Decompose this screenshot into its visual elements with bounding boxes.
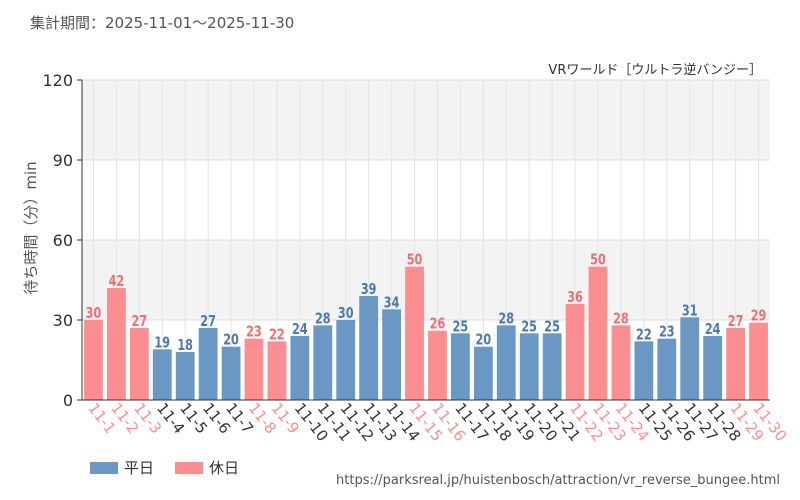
data-label: 36 — [567, 290, 583, 307]
data-label: 39 — [361, 282, 377, 299]
bar — [359, 296, 379, 400]
y-tick-label: 90 — [53, 151, 73, 170]
data-label: 23 — [659, 324, 675, 341]
legend-holiday: 休日 — [175, 457, 239, 478]
y-tick-label: 0 — [63, 391, 73, 410]
data-label: 28 — [315, 311, 331, 328]
data-label: 30 — [338, 306, 354, 323]
bar — [542, 333, 562, 400]
bar — [450, 333, 470, 400]
bar — [519, 333, 539, 400]
source-url: https://parksreal.jp/huistenbosch/attrac… — [336, 473, 780, 488]
data-label: 23 — [246, 324, 262, 341]
bar — [565, 304, 585, 400]
data-label: 42 — [109, 274, 125, 291]
data-label: 25 — [453, 319, 469, 336]
bar — [152, 349, 172, 400]
data-label: 29 — [751, 308, 767, 325]
bar — [749, 322, 768, 400]
bar — [198, 328, 218, 400]
data-label: 24 — [705, 322, 721, 339]
legend-weekday-swatch — [90, 461, 118, 474]
period-label: 集計期間：2025-11-01～2025-11-30 — [30, 14, 295, 32]
data-label: 19 — [154, 335, 170, 352]
bar-series — [84, 266, 768, 400]
bar — [611, 325, 631, 400]
plot-band — [82, 80, 770, 160]
data-label: 28 — [498, 311, 514, 328]
data-label: 26 — [430, 316, 446, 333]
bar — [428, 330, 447, 400]
data-label: 25 — [544, 319, 560, 336]
bar — [703, 336, 723, 400]
bar — [106, 288, 126, 400]
chart-title: VRワールド［ウルトラ逆バンジー］ — [548, 62, 762, 78]
data-label: 22 — [636, 327, 652, 344]
data-label: 27 — [200, 314, 216, 331]
data-label: 22 — [269, 327, 285, 344]
y-tick-label: 30 — [53, 311, 73, 330]
axes — [77, 79, 770, 401]
bar — [496, 325, 516, 400]
bar — [405, 266, 424, 400]
y-tick-label: 60 — [53, 231, 73, 250]
bar — [313, 325, 333, 400]
bar — [680, 317, 700, 400]
plot-band — [82, 240, 770, 320]
data-labels: 30 42 27 19 18 27 20 23 22 24 28 30 39 34 50 26 25 20 28 25… — [86, 252, 767, 354]
bar — [382, 309, 402, 400]
bar — [290, 336, 310, 400]
data-label: 24 — [292, 322, 308, 339]
bar — [634, 341, 654, 400]
bar — [175, 352, 195, 400]
legend-holiday-swatch — [175, 461, 203, 474]
plot-background-bands — [82, 80, 770, 400]
bar — [84, 320, 103, 400]
y-tick-labels: 0 30 60 90 120 — [42, 71, 73, 410]
data-label: 25 — [521, 319, 537, 336]
legend-weekday: 平日 — [90, 457, 154, 478]
data-label: 20 — [223, 332, 239, 349]
data-label: 34 — [384, 295, 400, 312]
data-label: 18 — [177, 338, 193, 355]
legend-weekday-label: 平日 — [124, 459, 155, 477]
data-label: 28 — [613, 311, 629, 328]
data-label: 31 — [682, 303, 698, 320]
bar — [221, 346, 241, 400]
bar — [726, 328, 746, 400]
data-label: 27 — [728, 314, 744, 331]
data-label: 20 — [476, 332, 492, 349]
data-label: 50 — [407, 252, 423, 269]
bar — [129, 328, 149, 400]
y-tick-label: 120 — [42, 71, 73, 90]
data-label: 50 — [590, 252, 606, 269]
bar — [336, 320, 356, 400]
data-label: 27 — [132, 314, 148, 331]
bar — [244, 338, 264, 400]
bar — [473, 346, 493, 400]
plot-band — [82, 160, 770, 240]
bar — [588, 266, 608, 400]
plot-band — [82, 320, 770, 400]
legend-holiday-label: 休日 — [209, 459, 240, 477]
data-label: 30 — [86, 306, 102, 323]
y-axis-title: 待ち時間（分）min — [22, 161, 40, 294]
bar — [657, 338, 677, 400]
bar — [267, 341, 287, 400]
x-tick-labels: 11-111-211-311-411-511-611-711-811-911-1… — [84, 399, 790, 444]
